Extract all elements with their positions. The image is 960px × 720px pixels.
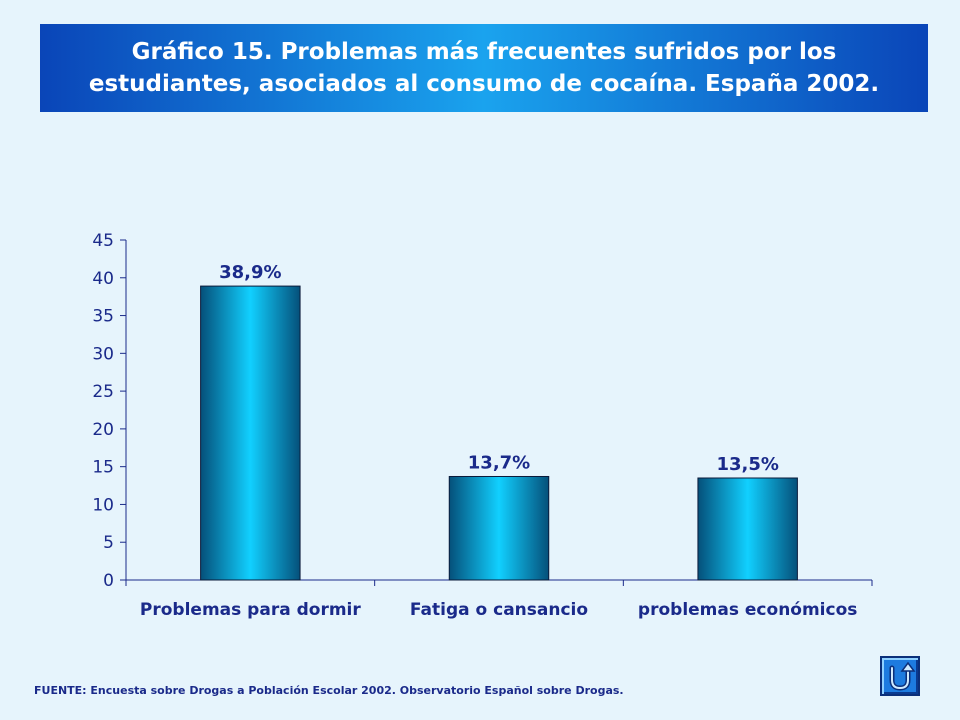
category-label: Fatiga o cansancio xyxy=(410,600,588,620)
y-tick-label: 10 xyxy=(92,495,114,515)
data-label: 13,7% xyxy=(468,452,530,473)
y-tick-label: 45 xyxy=(92,231,114,251)
category-label: Problemas para dormir xyxy=(140,600,361,620)
bar xyxy=(697,477,798,581)
y-tick-label: 15 xyxy=(92,458,114,478)
y-tick-label: 20 xyxy=(92,420,114,440)
y-tick-label: 40 xyxy=(92,269,114,289)
return-arrow-icon xyxy=(889,661,916,691)
y-tick-label: 5 xyxy=(103,533,114,553)
title-banner: Gráfico 15. Problemas más frecuentes suf… xyxy=(40,24,928,112)
bar xyxy=(448,475,550,581)
return-button[interactable] xyxy=(880,656,920,696)
y-tick-label: 30 xyxy=(92,344,114,364)
data-label: 13,5% xyxy=(716,454,778,475)
y-tick-label: 25 xyxy=(92,382,114,402)
chart-title: Gráfico 15. Problemas más frecuentes suf… xyxy=(88,39,880,97)
source-footnote: FUENTE: Encuesta sobre Drogas a Població… xyxy=(34,684,624,697)
category-label: problemas económicos xyxy=(638,600,857,620)
y-tick-label: 35 xyxy=(92,307,114,327)
bar xyxy=(200,285,301,581)
y-tick-label: 0 xyxy=(103,571,114,591)
data-label: 38,9% xyxy=(219,262,281,283)
